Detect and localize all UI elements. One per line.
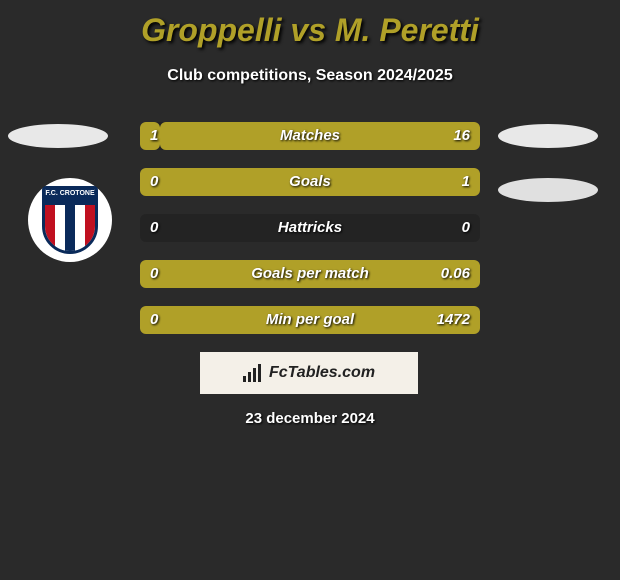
stat-row: 00.06Goals per match — [140, 260, 480, 288]
club-badge-text: F.C. CROTONE — [45, 189, 95, 205]
barchart-icon — [243, 364, 263, 382]
stat-row: 00Hattricks — [140, 214, 480, 242]
stat-label: Hattricks — [140, 214, 480, 242]
date-text: 23 december 2024 — [0, 410, 620, 427]
player1-club-badge: F.C. CROTONE — [28, 178, 112, 262]
stats-panel: 116Matches 01Goals 00Hattricks 00.06Goals p… — [140, 122, 480, 352]
page-title: Groppelli vs M. Peretti — [0, 0, 620, 49]
stat-label: Goals — [140, 168, 480, 196]
stat-row: 01Goals — [140, 168, 480, 196]
stat-label: Matches — [140, 122, 480, 150]
stat-row: 01472Min per goal — [140, 306, 480, 334]
player2-avatar — [498, 124, 598, 148]
stat-label: Min per goal — [140, 306, 480, 334]
watermark: FcTables.com — [200, 352, 418, 394]
watermark-text: FcTables.com — [269, 364, 375, 382]
stat-label: Goals per match — [140, 260, 480, 288]
player1-avatar — [8, 124, 108, 148]
stat-row: 116Matches — [140, 122, 480, 150]
page-subtitle: Club competitions, Season 2024/2025 — [0, 67, 620, 85]
player2-club-avatar — [498, 178, 598, 202]
